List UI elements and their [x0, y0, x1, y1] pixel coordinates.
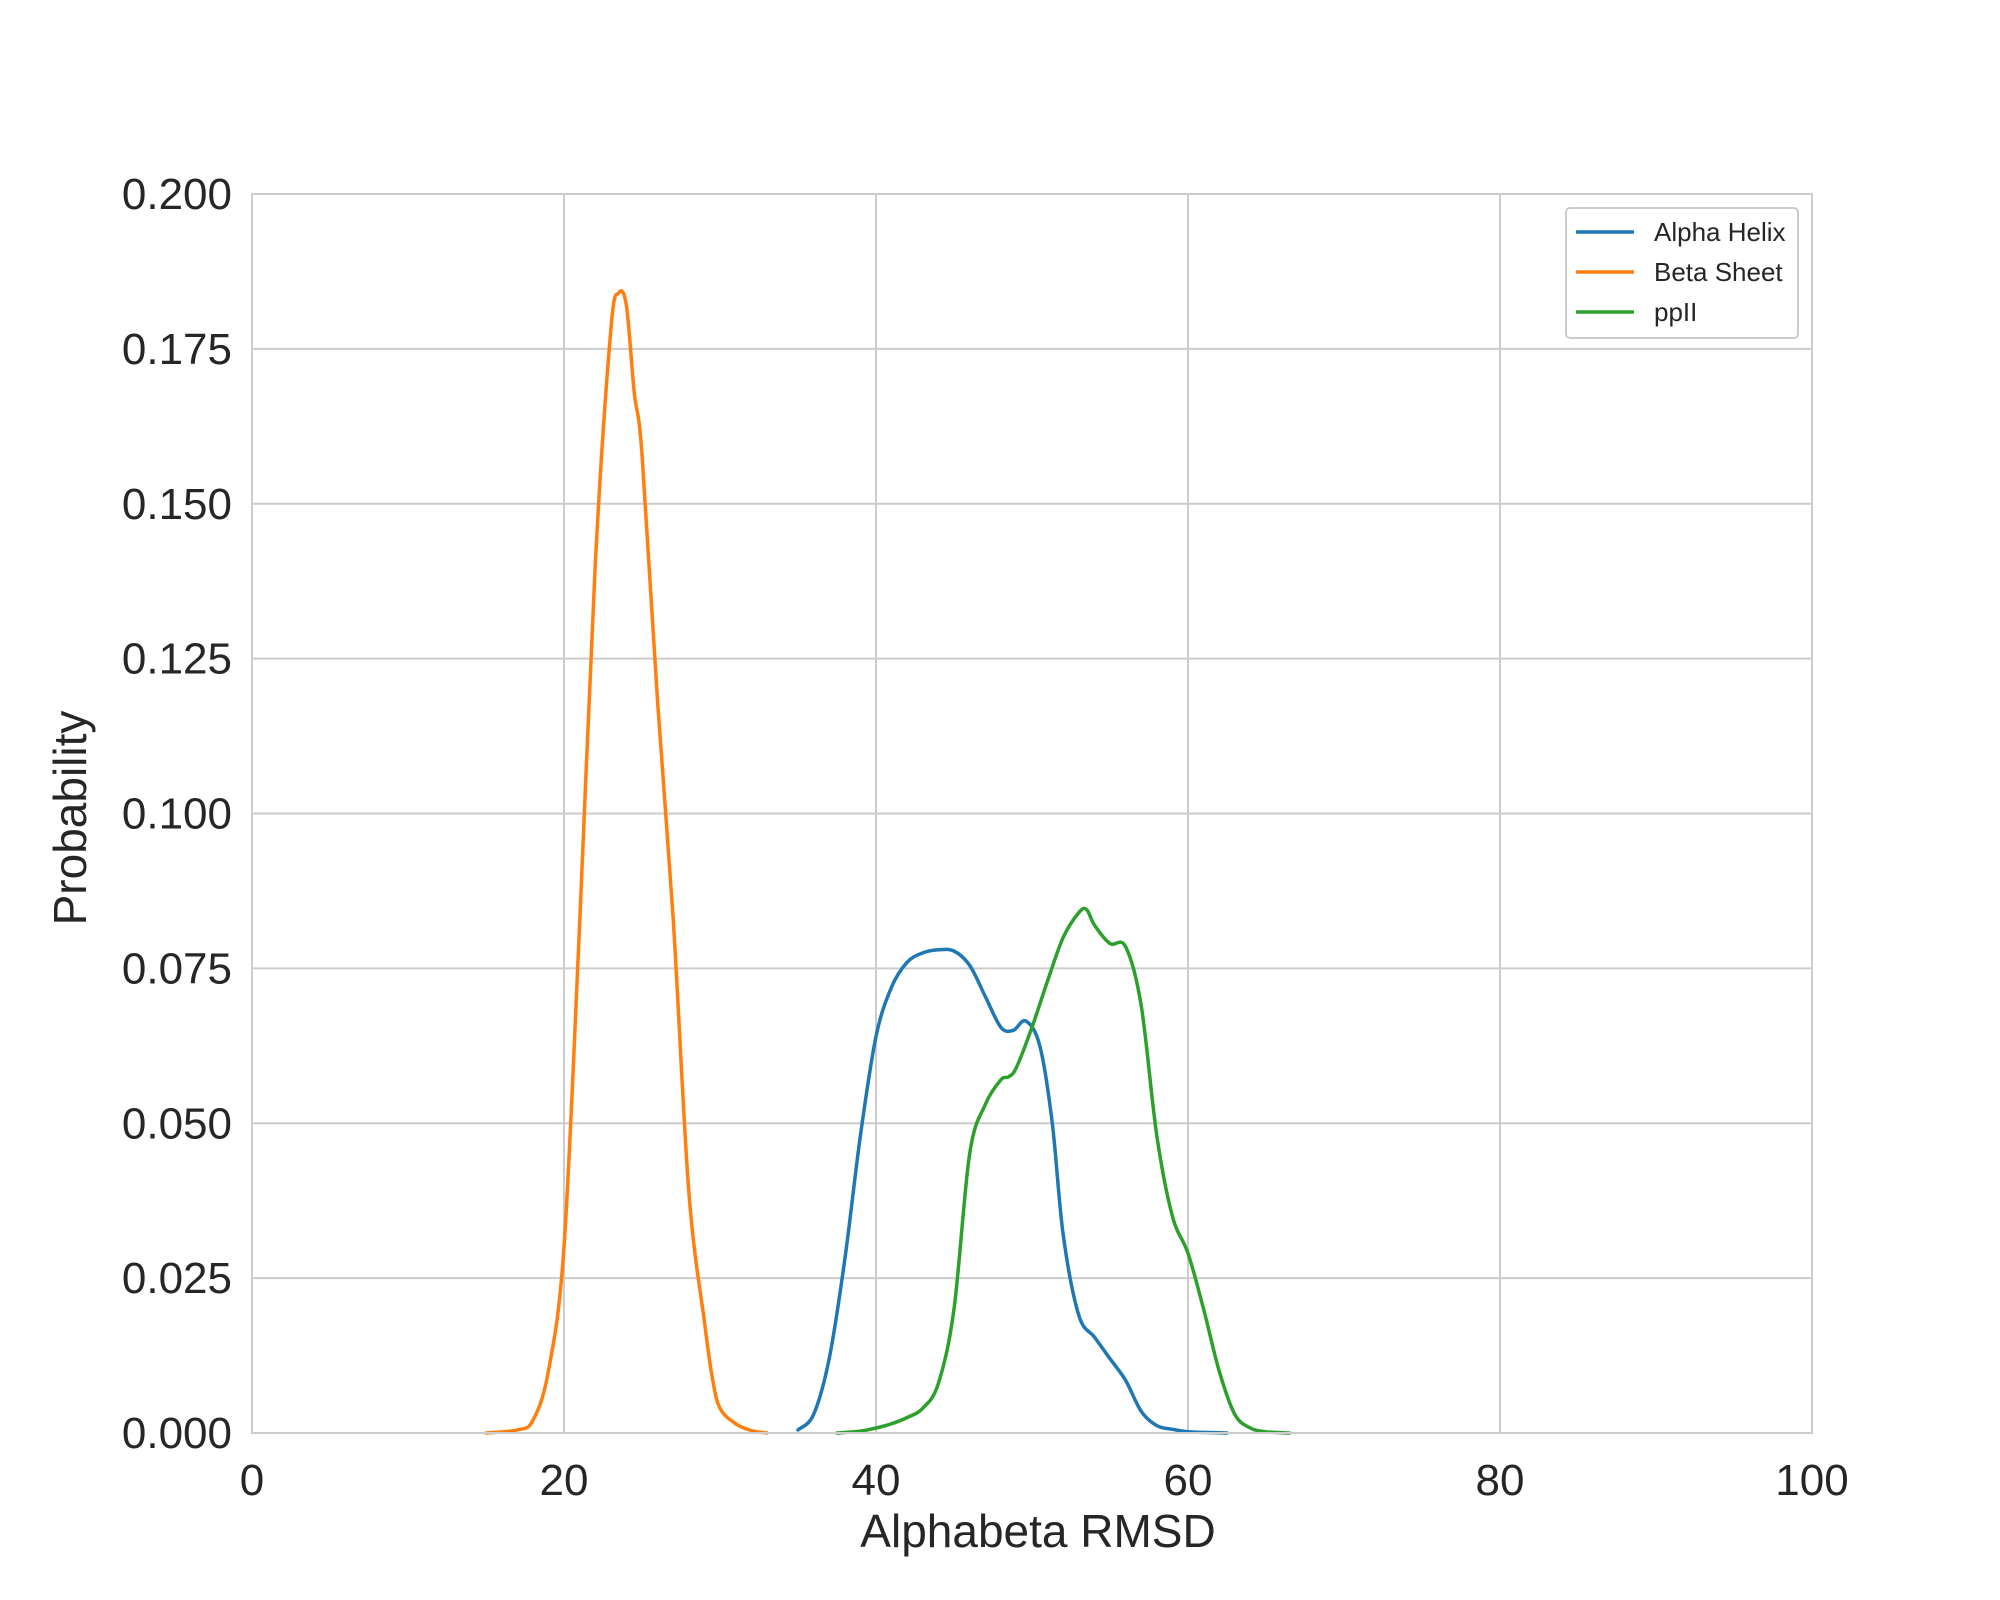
- series-line-beta-sheet: [484, 289, 769, 1435]
- y-tick-label: 0.125: [122, 635, 232, 684]
- grid-lines: [251, 193, 1813, 1434]
- x-tick-label: 80: [1476, 1456, 1525, 1505]
- y-tick-labels: 0.000 0.025 0.050 0.075 0.100 0.125 0.150 0.175…: [122, 170, 232, 1458]
- series-line-alpha-helix: [796, 947, 1229, 1435]
- y-axis-title: Probability: [44, 711, 96, 926]
- x-tick-labels: 0 20 40 60 80 100: [240, 1456, 1849, 1505]
- legend-label-alpha-helix: Alpha Helix: [1654, 217, 1786, 247]
- x-tick-label: 100: [1775, 1456, 1848, 1505]
- x-tick-label: 20: [540, 1456, 589, 1505]
- series-curves: [484, 289, 1292, 1435]
- y-tick-label: 0.075: [122, 944, 232, 993]
- y-tick-label: 0.050: [122, 1099, 232, 1148]
- plot-frame: [251, 193, 1813, 1434]
- y-tick-label: 0.175: [122, 325, 232, 374]
- y-tick-label: 0.000: [122, 1409, 232, 1458]
- y-tick-label: 0.200: [122, 170, 232, 219]
- x-tick-label: 40: [852, 1456, 901, 1505]
- y-tick-label: 0.025: [122, 1254, 232, 1303]
- legend-label-beta-sheet: Beta Sheet: [1654, 257, 1783, 287]
- y-tick-label: 0.150: [122, 480, 232, 529]
- x-axis-title: Alphabeta RMSD: [860, 1505, 1215, 1557]
- series-line-ppii: [835, 906, 1292, 1435]
- y-tick-label: 0.100: [122, 790, 232, 839]
- legend-box: [1565, 207, 1799, 339]
- x-tick-label: 0: [240, 1456, 264, 1505]
- legend: Alpha Helix Beta Sheet ppII: [1565, 207, 1799, 339]
- legend-label-ppii: ppII: [1654, 297, 1697, 327]
- x-tick-label: 60: [1164, 1456, 1213, 1505]
